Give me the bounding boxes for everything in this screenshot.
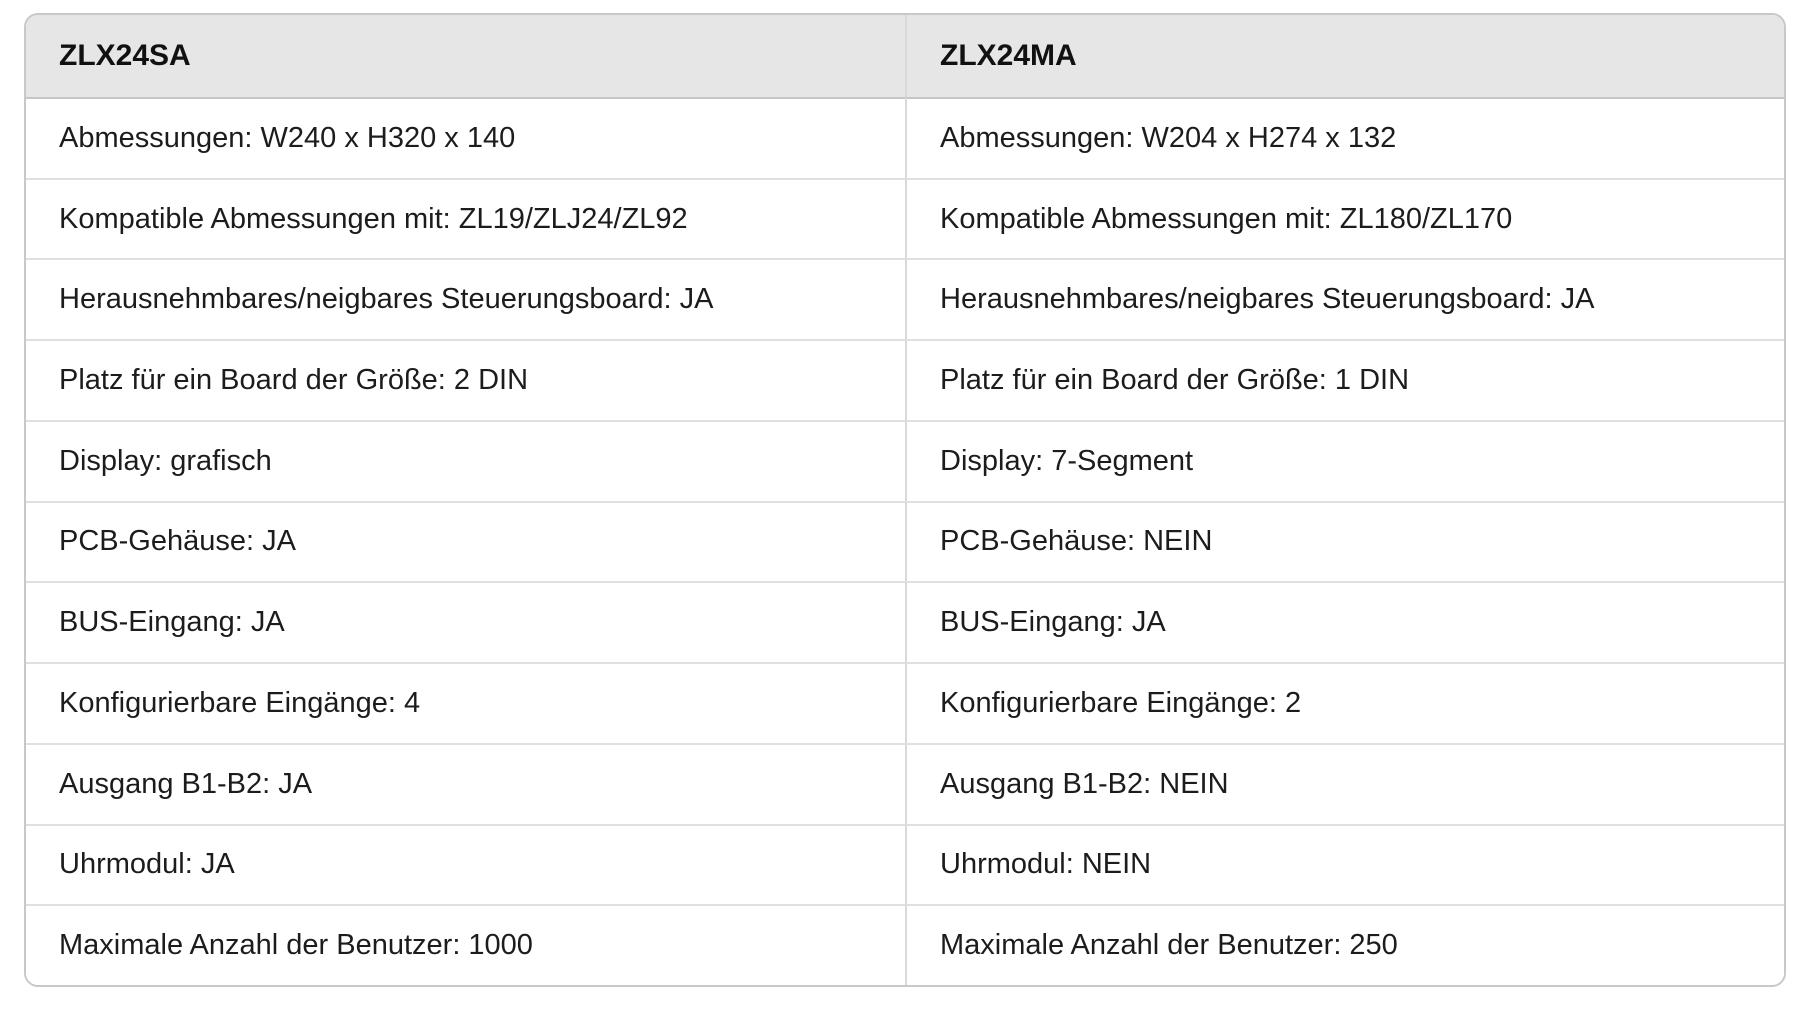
spec-cell-zlx24ma-bus-eingang: BUS-Eingang: JA [905,581,1784,663]
spec-cell-zlx24ma-uhrmodul: Uhrmodul: NEIN [905,823,1784,905]
spec-cell-zlx24ma-ausgang-b1-b2: Ausgang B1-B2: NEIN [905,742,1784,824]
spec-cell-zlx24sa-kompatible-abmessungen: Kompatible Abmessungen mit: ZL19/ZLJ24/Z… [26,177,905,259]
column-header-zlx24ma: ZLX24MA [905,15,1784,97]
spec-cell-zlx24ma-pcb-gehaeuse: PCB-Gehäuse: NEIN [905,500,1784,582]
spec-cell-zlx24sa-abmessungen: Abmessungen: W240 x H320 x 140 [26,97,905,178]
spec-cell-zlx24sa-board-groesse: Platz für ein Board der Größe: 2 DIN [26,339,905,420]
spec-cell-zlx24sa-steuerungsboard: Herausnehmbares/neigbares Steuerungsboar… [26,258,905,340]
spec-cell-zlx24sa-ausgang-b1-b2: Ausgang B1-B2: JA [26,742,905,824]
spec-cell-zlx24sa-konfigurierbare-eingaenge: Konfigurierbare Eingänge: 4 [26,662,905,743]
spec-cell-zlx24ma-board-groesse: Platz für ein Board der Größe: 1 DIN [905,339,1784,420]
spec-cell-zlx24sa-pcb-gehaeuse: PCB-Gehäuse: JA [26,500,905,582]
spec-cell-zlx24ma-steuerungsboard: Herausnehmbares/neigbares Steuerungsboar… [905,258,1784,340]
spec-cell-zlx24ma-kompatible-abmessungen: Kompatible Abmessungen mit: ZL180/ZL170 [905,177,1784,259]
column-header-zlx24sa: ZLX24SA [26,15,905,97]
spec-cell-zlx24sa-display: Display: grafisch [26,419,905,501]
spec-cell-zlx24ma-abmessungen: Abmessungen: W204 x H274 x 132 [905,97,1784,178]
spec-cell-zlx24sa-uhrmodul: Uhrmodul: JA [26,823,905,905]
spec-cell-zlx24ma-display: Display: 7-Segment [905,419,1784,501]
spec-cell-zlx24sa-bus-eingang: BUS-Eingang: JA [26,581,905,663]
spec-cell-zlx24ma-konfigurierbare-eingaenge: Konfigurierbare Eingänge: 2 [905,662,1784,743]
product-comparison-table: ZLX24SA Abmessungen: W240 x H320 x 140 K… [24,13,1786,987]
spec-cell-zlx24ma-max-benutzer: Maximale Anzahl der Benutzer: 250 [905,904,1784,985]
spec-cell-zlx24sa-max-benutzer: Maximale Anzahl der Benutzer: 1000 [26,904,905,985]
